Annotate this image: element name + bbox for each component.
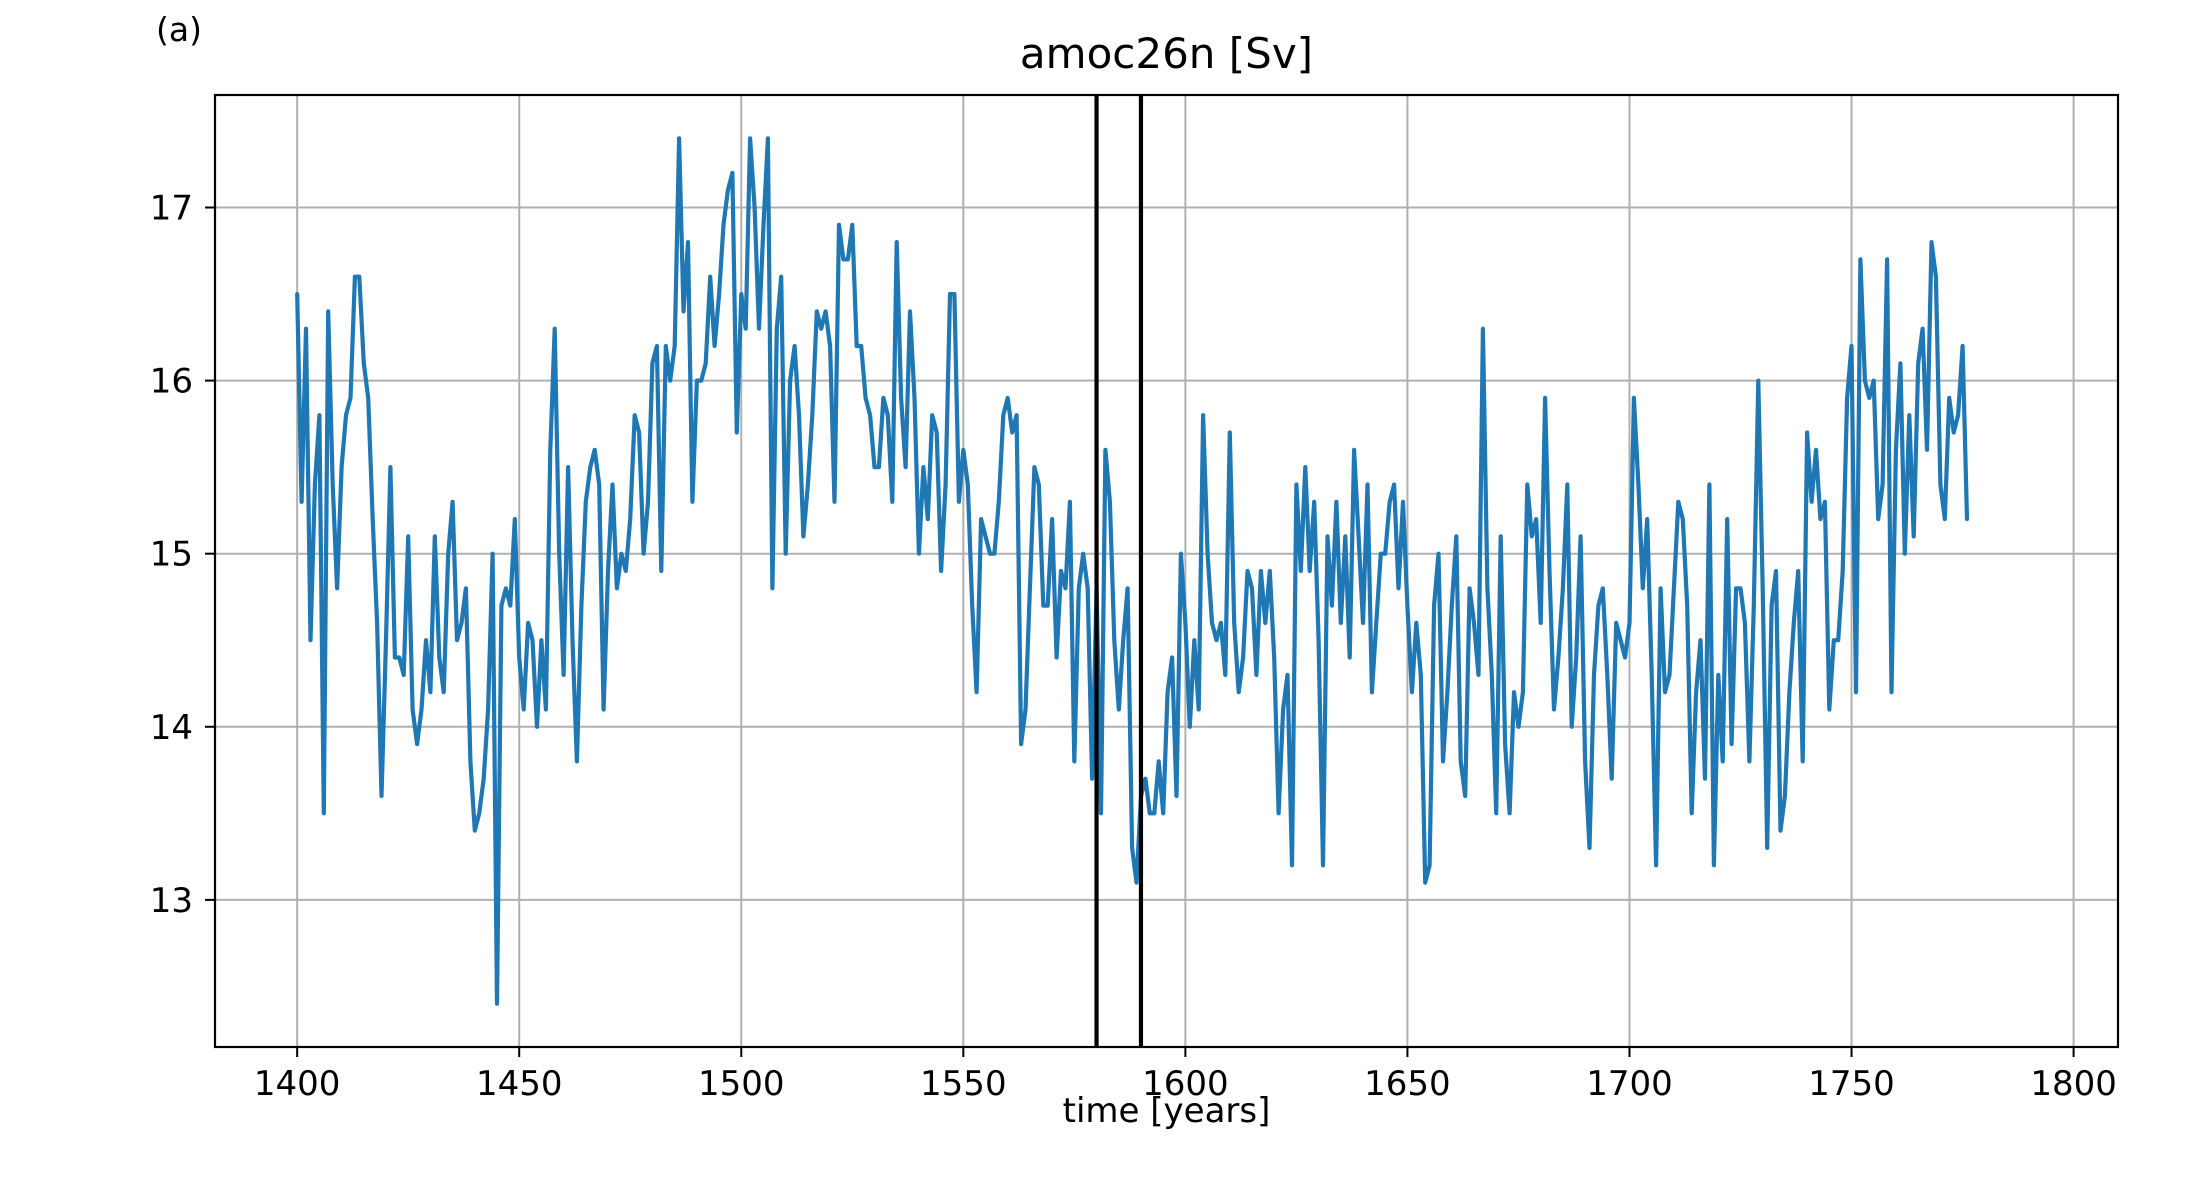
y-tick-label: 16 [150, 362, 193, 402]
series-layer [295, 136, 1970, 1006]
chart-title: amoc26n [Sv] [1020, 29, 1313, 78]
x-tick-label: 1650 [1364, 1064, 1451, 1104]
x-tick-label: 1750 [1808, 1064, 1895, 1104]
x-tick-label: 1800 [2030, 1064, 2117, 1104]
x-tick-label: 1550 [920, 1064, 1007, 1104]
reference-lines [1094, 95, 1144, 1047]
grid-lines [215, 95, 2118, 1047]
y-tick-label: 17 [150, 189, 193, 229]
tick-labels: 1400 1450 1500 1550 1600 1650 1700 1750 1800 13 14… [150, 189, 2117, 1104]
x-tick-label: 1400 [254, 1064, 341, 1104]
panel-label: (a) [156, 10, 202, 49]
x-axis-label: time [years] [1063, 1091, 1271, 1131]
plot-frame [213, 93, 2120, 1049]
x-tick-label: 1700 [1586, 1064, 1673, 1104]
x-tick-label: 1450 [476, 1064, 563, 1104]
y-tick-label: 14 [150, 708, 193, 748]
y-tick-label: 15 [150, 535, 193, 575]
x-tick-label: 1600 [1142, 1064, 1229, 1104]
x-tick-label: 1500 [698, 1064, 785, 1104]
series-line [295, 136, 1970, 1006]
tick-marks [205, 206, 2075, 1057]
y-tick-label: 13 [150, 881, 193, 921]
